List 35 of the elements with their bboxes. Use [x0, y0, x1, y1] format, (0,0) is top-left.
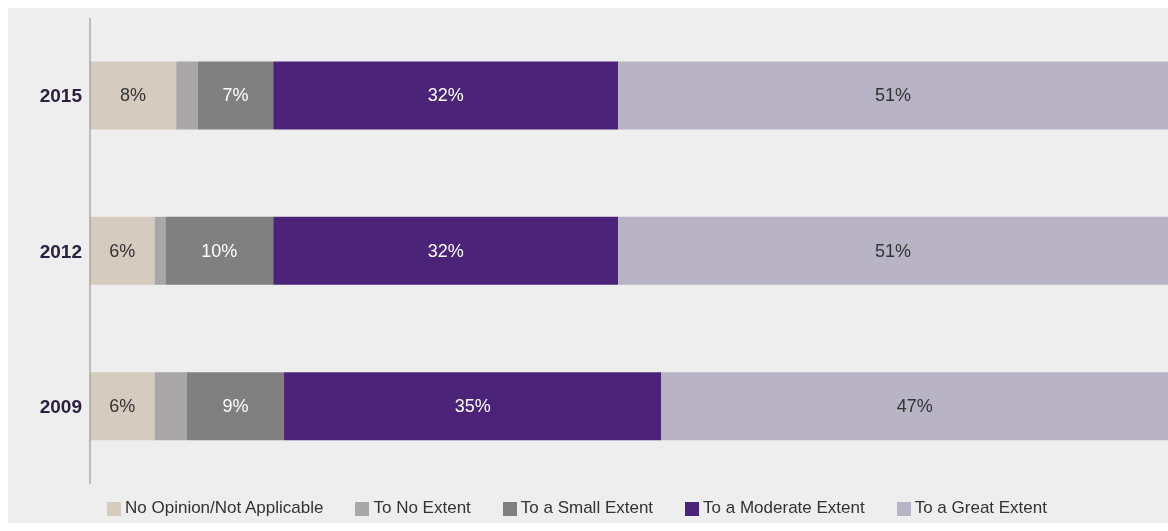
- y-tick-label: 2015: [39, 85, 83, 107]
- data-label: 32%: [427, 240, 464, 261]
- bar: [176, 61, 198, 130]
- data-label: 9%: [222, 396, 249, 417]
- data-label: 47%: [896, 396, 933, 417]
- data-label: 35%: [454, 396, 491, 417]
- bar: [90, 372, 155, 441]
- bar: [165, 216, 274, 285]
- legend-label: No Opinion/Not Applicable: [125, 498, 324, 517]
- data-label: 51%: [875, 240, 912, 261]
- legend-label: To a Moderate Extent: [703, 498, 865, 517]
- data-label: 32%: [427, 85, 464, 106]
- data-label: 10%: [201, 240, 238, 261]
- bar: [154, 372, 188, 441]
- data-label: 7%: [222, 85, 249, 106]
- bar: [661, 372, 1168, 441]
- data-label: 8%: [120, 85, 147, 106]
- bar: [197, 61, 274, 130]
- y-tick-label: 2009: [39, 396, 82, 418]
- legend-label: To No Extent: [373, 498, 471, 517]
- bar: [618, 216, 1168, 285]
- data-label: 6%: [109, 240, 136, 261]
- bar: [154, 216, 166, 285]
- legend-label: To a Great Extent: [914, 498, 1047, 517]
- bar: [618, 61, 1168, 130]
- y-tick-label: 2012: [39, 240, 82, 262]
- data-label: 6%: [109, 396, 136, 417]
- data-label: 51%: [875, 85, 912, 106]
- bar: [187, 372, 285, 441]
- bar: [284, 372, 662, 441]
- bar: [90, 216, 155, 285]
- bar: [273, 216, 619, 285]
- legend-label: To a Small Extent: [520, 498, 654, 517]
- bar: [90, 61, 177, 130]
- bar: [273, 61, 619, 130]
